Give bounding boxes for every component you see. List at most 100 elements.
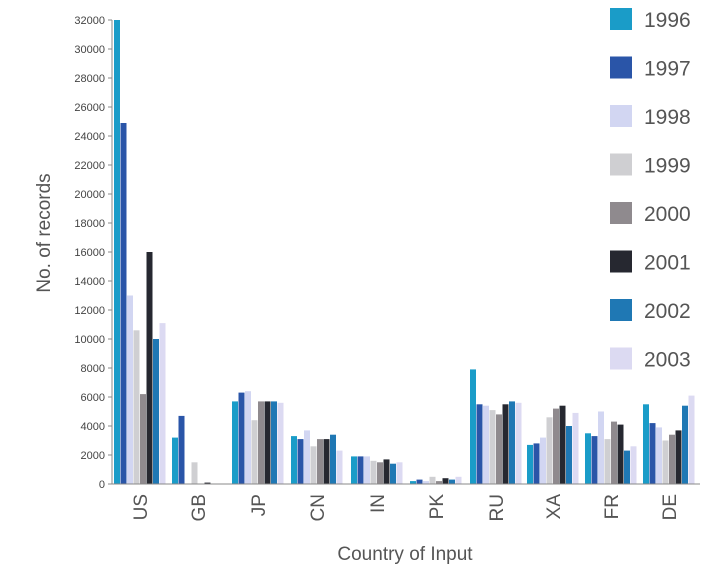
bar-fr-1998 (598, 411, 604, 484)
y-tick-label: 4000 (81, 421, 105, 433)
x-category-label: DE (660, 494, 681, 520)
bar-ru-1996 (470, 369, 476, 484)
y-tick-label: 28000 (74, 73, 105, 85)
bar-jp-2001 (264, 401, 271, 484)
legend-swatch (610, 347, 632, 370)
bar-pk-2002 (449, 479, 455, 484)
bar-de-2003 (688, 395, 695, 484)
bar-ru-2002 (509, 401, 515, 484)
bar-us-1997 (120, 123, 127, 484)
bar-us-2000 (140, 394, 146, 484)
y-axis-title: No. of records (34, 173, 55, 292)
legend-label: 2000 (644, 203, 691, 226)
legend-swatch (610, 153, 632, 176)
legend-swatch (610, 299, 632, 321)
bar-cn-1999 (310, 446, 317, 484)
bar-us-1999 (133, 330, 140, 484)
bars (114, 20, 695, 485)
y-tick-label: 0 (99, 479, 105, 491)
bar-xa-1999 (546, 417, 553, 484)
y-tick-label: 12000 (74, 305, 105, 317)
bar-de-2001 (675, 430, 682, 484)
bar-fr-1999 (604, 439, 611, 484)
x-category-label: FR (602, 494, 623, 519)
bar-in-1996 (351, 456, 357, 484)
legend-label: 1997 (644, 58, 691, 81)
bar-de-1996 (643, 404, 649, 485)
y-tick-label: 32000 (74, 15, 105, 27)
bar-gb-1996 (172, 437, 178, 484)
bar-in-2001 (383, 459, 390, 484)
x-category-label: JP (249, 494, 270, 516)
bar-pk-2000 (436, 481, 442, 484)
y-tick-label: 10000 (74, 334, 105, 346)
bar-jp-1998 (245, 391, 251, 484)
bar-xa-2001 (559, 405, 566, 484)
bar-fr-2002 (624, 450, 630, 484)
legend-swatch (610, 56, 632, 79)
bar-us-1998 (127, 295, 133, 484)
bar-fr-1997 (591, 436, 598, 484)
bar-pk-2001 (442, 478, 449, 484)
bar-jp-2003 (277, 402, 284, 484)
legend-swatch (610, 202, 632, 224)
bar-jp-2002 (271, 401, 277, 484)
bar-in-1998 (364, 456, 370, 484)
y-tick-label: 18000 (74, 218, 105, 230)
bar-us-1996 (114, 20, 120, 484)
y-tick-label: 26000 (74, 102, 105, 114)
bar-in-2002 (390, 463, 396, 484)
bar-de-2000 (669, 434, 675, 484)
bar-pk-2003 (455, 476, 462, 485)
bar-jp-1999 (251, 420, 258, 484)
bar-xa-1996 (527, 444, 533, 484)
y-tick-label: 24000 (74, 131, 105, 143)
bar-xa-2000 (553, 408, 559, 484)
bar-cn-2002 (330, 434, 336, 484)
y-tick-label: 2000 (81, 450, 105, 462)
legend-swatch (610, 8, 632, 30)
legend-swatch (610, 250, 632, 273)
bar-in-2003 (396, 462, 403, 485)
legend-label: 1998 (644, 106, 691, 129)
bar-cn-2000 (317, 439, 323, 484)
bar-fr-2003 (630, 446, 637, 484)
bar-us-2002 (153, 339, 159, 484)
y-tick-label: 14000 (74, 276, 105, 288)
bar-ru-2000 (496, 414, 502, 484)
bar-us-2003 (159, 323, 166, 484)
bar-gb-1997 (178, 415, 185, 484)
bar-gb-1999 (191, 462, 198, 485)
bar-cn-1996 (291, 436, 297, 484)
legend-label: 2001 (644, 252, 691, 275)
y-tick-label: 16000 (74, 247, 105, 259)
bar-de-2002 (682, 405, 688, 484)
bar-cn-2003 (336, 450, 343, 484)
bar-xa-1998 (540, 437, 546, 484)
bar-xa-2003 (572, 412, 579, 484)
x-category-label: US (131, 494, 152, 520)
bar-in-1999 (370, 460, 377, 484)
bar-de-1998 (656, 427, 662, 484)
y-tick-label: 30000 (74, 44, 105, 56)
bar-pk-1998 (423, 481, 429, 484)
x-category-label: XA (544, 494, 565, 520)
bar-xa-2002 (566, 426, 572, 484)
bar-ru-2001 (502, 404, 509, 485)
bar-us-2001 (146, 252, 153, 484)
bar-cn-2001 (323, 439, 330, 484)
bar-jp-1996 (232, 401, 238, 484)
x-axis-title: Country of Input (337, 544, 473, 565)
bar-cn-1998 (304, 430, 310, 484)
x-category-label: PK (427, 494, 448, 520)
bar-in-2000 (377, 462, 383, 485)
legend-swatch (610, 105, 632, 127)
bar-xa-1997 (533, 443, 540, 484)
bar-jp-2000 (258, 401, 264, 484)
bar-fr-2000 (611, 421, 617, 484)
bar-pk-1999 (429, 476, 436, 485)
bar-de-1997 (649, 423, 656, 484)
x-category-label: GB (189, 494, 210, 521)
y-tick-label: 20000 (74, 189, 105, 201)
